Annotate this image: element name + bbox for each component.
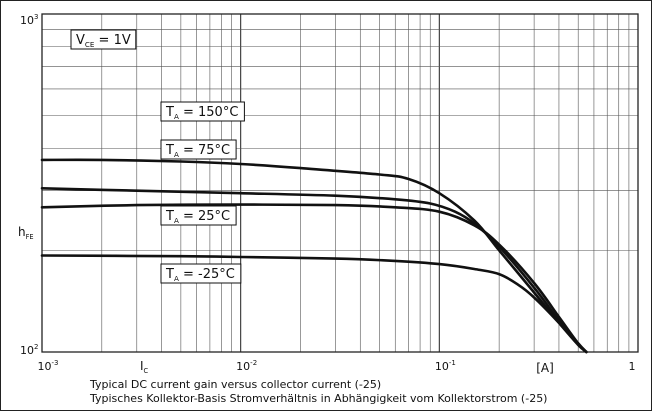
series-label-2-box [160,205,237,226]
series-label-0: TA = 150°C [160,101,245,122]
x-tick-label-1: 10-2 [236,359,257,373]
annotation-layer: VCE = 1V TA = 150°C TA = 75°C TA = 25°C TA =… [70,29,245,284]
grid-lines [42,14,638,352]
series-label-3-text: TA = -25°C [165,267,235,283]
series-label-1: TA = 75°C [160,139,237,160]
y-axis-label: hFE [18,225,34,241]
series-label-1-text: TA = 75°C [165,143,230,159]
x-tick-label-2: 10-1 [435,359,456,373]
series-label-3-box [160,263,242,284]
plot-area-border [41,13,639,353]
series-line-1 [40,187,588,354]
condition-label-box [70,29,137,50]
series-label-2: TA = 25°C [160,205,237,226]
x-axis-unit: [A] [536,361,554,375]
x-tick-label-0: 10-3 [38,359,59,373]
caption-german: Typisches Kollektor-Basis Stromverhältni… [90,392,548,405]
series-line-3 [40,254,588,354]
series-label-0-text: TA = 150°C [165,105,238,121]
series-label-1-box [160,139,237,160]
series-label-3: TA = -25°C [160,263,242,284]
series-label-2-text: TA = 25°C [165,209,230,225]
y-tick-label-1: 102 [20,343,38,357]
y-tick-label-0: 103 [20,13,38,27]
series-label-0-box [160,101,245,122]
series-line-2 [40,203,588,354]
condition-label-text: VCE = 1V [76,33,131,49]
caption-english: Typical DC current gain versus collector… [90,378,382,391]
condition-label: VCE = 1V [70,29,137,50]
x-axis-label: IC [140,359,149,375]
tick-label-layer: 10-3 10-2 10-1 1 103 102 hFE IC [A] [18,13,636,375]
x-tick-label-3: 1 [629,360,636,373]
curve-layer [40,158,588,354]
